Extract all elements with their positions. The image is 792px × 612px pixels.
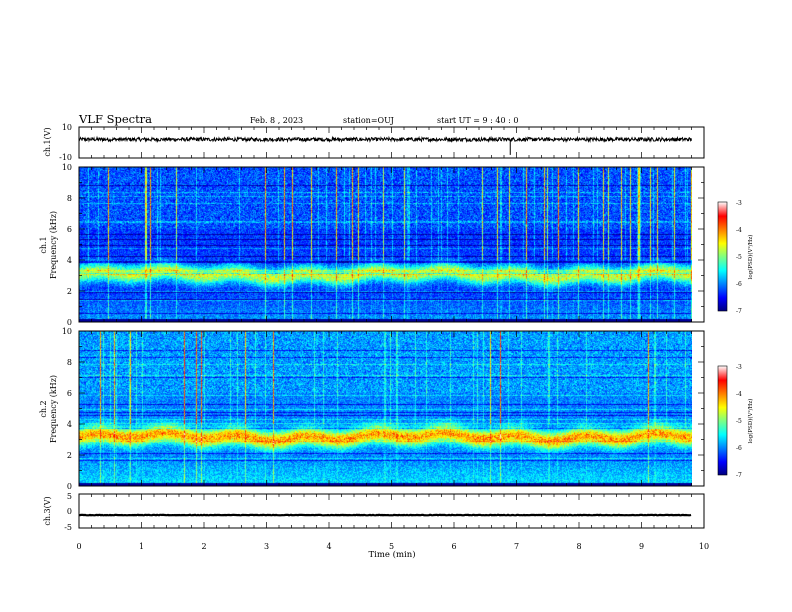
- x-tick-label-1: 1: [139, 542, 144, 551]
- ch3-waveform-line: [78, 513, 692, 517]
- ch1-ytick-8: 8: [67, 194, 72, 203]
- station-label: station=OUJ: [343, 116, 394, 125]
- x-tick-label-3: 3: [264, 542, 269, 551]
- ch2-ytick-10: 10: [62, 327, 72, 336]
- ch1-ytick-2: 2: [67, 287, 72, 296]
- ch2-spectrogram-frame: [78, 330, 705, 487]
- x-tick-label-8: 8: [576, 542, 581, 551]
- ch2-spectrogram-panel: 0 2 4 6 8 10 ch.2 Frequency (kHz): [39, 327, 705, 491]
- ch2-ytick-0: 0: [67, 482, 72, 491]
- ch1-waveform-panel: 10 -10 ch.1(V): [43, 123, 705, 162]
- ch1-spectrogram-ylabel-frequency: Frequency (kHz): [49, 211, 58, 279]
- ch1-spectrogram-canvas-holder: [79, 167, 692, 322]
- x-tick-label-9: 9: [639, 542, 644, 551]
- ch3-waveform-frame: [78, 493, 705, 529]
- ch2-ytick-6: 6: [67, 389, 72, 398]
- ch2-cbar-tick-m5: -5: [736, 418, 742, 425]
- ch2-colorbar: -3 -4 -5 -6 -7 log(PSD)(V²/Hz): [717, 364, 754, 479]
- ch3-waveform-panel: 5 0 -5 ch.3(V) 0 1 2 3 4 5 6 7 8 9 10 Time (min): [43, 492, 709, 560]
- ch2-spectrogram-ylabel-channel: ch.2: [39, 400, 48, 417]
- x-tick-label-2: 2: [201, 542, 206, 551]
- ch1-colorbar-label: log(PSD)(V²/Hz): [747, 235, 754, 280]
- time-axis-ticklabels: 0 1 2 3 4 5 6 7 8 9 10: [76, 542, 709, 551]
- ch1-waveform-ylabel: ch.1(V): [43, 127, 52, 156]
- ch1-ytick-0: 0: [67, 318, 72, 327]
- ch2-ytick-2: 2: [67, 451, 72, 460]
- ch2-cbar-tick-m3: -3: [736, 364, 742, 371]
- ch3-waveform-ytick-mid: 0: [67, 507, 72, 516]
- ch1-spectrogram-ylabel-channel: ch.1: [39, 236, 48, 253]
- figure-title: VLF Spectra: [78, 112, 152, 126]
- ch2-colorbar-label: log(PSD)(V²/Hz): [747, 399, 754, 444]
- ch3-waveform-ylabel: ch.3(V): [43, 496, 52, 525]
- x-tick-label-0: 0: [76, 542, 81, 551]
- ch1-waveform-line: [78, 135, 692, 144]
- ch1-spectrogram-heatmap: [79, 167, 692, 322]
- x-tick-label-4: 4: [326, 542, 331, 551]
- ch1-cbar-tick-m7: -7: [736, 308, 742, 315]
- ch1-cbar-tick-m4: -4: [736, 227, 742, 234]
- ch1-ytick-6: 6: [67, 225, 72, 234]
- ch2-ytick-8: 8: [67, 358, 72, 367]
- time-axis-label: Time (min): [368, 549, 415, 560]
- ch1-cbar-tick-m5: -5: [736, 254, 742, 261]
- x-tick-label-10: 10: [699, 542, 709, 551]
- x-tick-label-5: 5: [389, 542, 394, 551]
- date-label: Feb. 8 , 2023: [250, 116, 303, 125]
- ch2-spectrogram-ylabel-frequency: Frequency (kHz): [49, 375, 58, 443]
- ch2-spectrogram-yticklabels: 0 2 4 6 8 10: [62, 327, 72, 491]
- ch1-waveform-ytick-top: 10: [62, 123, 72, 132]
- ch2-ytick-4: 4: [67, 420, 72, 429]
- ch1-cbar-tick-m3: -3: [736, 200, 742, 207]
- ch2-spectrogram-canvas-holder: [79, 331, 692, 486]
- ch2-spectrogram-heatmap: [79, 331, 692, 486]
- ch1-colorbar-scale: [717, 201, 728, 312]
- ch1-colorbar: -3 -4 -5 -6 -7 log(PSD)(V²/Hz): [717, 200, 754, 315]
- ch1-spectrogram-frame: [78, 166, 705, 323]
- ch3-waveform-ticks: [78, 494, 705, 528]
- start-time-label: start UT = 9 : 40 : 0: [437, 116, 518, 125]
- x-tick-label-6: 6: [451, 542, 456, 551]
- ch1-spectrogram-yticklabels: 0 2 4 6 8 10: [62, 163, 72, 327]
- x-tick-label-7: 7: [514, 542, 519, 551]
- ch2-cbar-tick-m4: -4: [736, 391, 742, 398]
- ch1-waveform-ticks: [78, 127, 705, 158]
- ch2-cbar-tick-m7: -7: [736, 472, 742, 479]
- ch1-spectrogram-panel: 0 2 4 6 8 10 ch.1 Frequency (kHz): [39, 163, 705, 327]
- ch3-waveform-ytick-bottom: -5: [64, 523, 72, 532]
- ch3-waveform-ytick-top: 5: [67, 492, 72, 501]
- ch1-ytick-4: 4: [67, 256, 72, 265]
- ch1-waveform-frame: [78, 126, 705, 159]
- ch2-colorbar-scale: [717, 365, 728, 476]
- ch1-waveform-ytick-bottom: -10: [59, 153, 72, 162]
- ch1-ytick-10: 10: [62, 163, 72, 172]
- ch1-cbar-tick-m6: -6: [736, 281, 742, 288]
- ch2-cbar-tick-m6: -6: [736, 445, 742, 452]
